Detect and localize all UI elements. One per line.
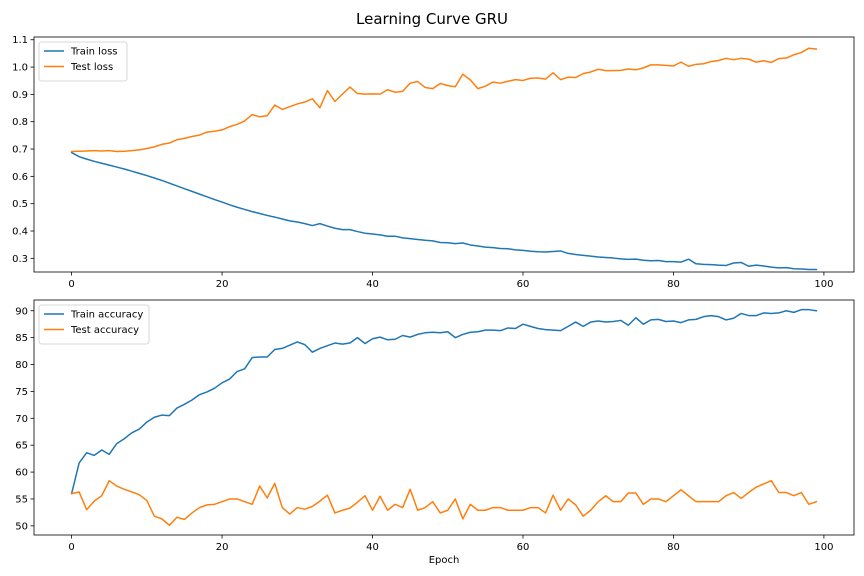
- loss-x-tick-label: 80: [667, 279, 680, 290]
- loss-y-tick-label: 0.6: [12, 172, 28, 183]
- loss-y-tick-label: 1.0: [12, 63, 28, 74]
- accuracy-series-train-accuracy: [70, 308, 818, 495]
- loss-series-test-loss: [70, 47, 818, 153]
- loss-y-tick-label: 0.3: [12, 254, 28, 265]
- accuracy-legend-box: [38, 304, 150, 345]
- accuracy-x-tick-label: 0: [68, 542, 74, 553]
- loss-legend: Train loss Test loss: [38, 41, 128, 82]
- accuracy-y-tick-label: 90: [15, 306, 28, 317]
- loss-legend-label: Test loss: [70, 62, 113, 73]
- accuracy-y-tick-label: 65: [15, 441, 28, 452]
- accuracy-y-tick-label: 50: [15, 521, 28, 532]
- accuracy-y-tick-label: 85: [15, 333, 28, 344]
- accuracy-chart-panel: 0 20 40 60 80 100 50 55 60 65 70 75 80 85 90 Epoch Train…: [15, 299, 855, 566]
- accuracy-x-axis-label: Epoch: [429, 555, 460, 566]
- figure-title: Learning Curve GRU: [356, 10, 508, 28]
- accuracy-y-tick-label: 60: [15, 468, 28, 479]
- loss-legend-label: Train loss: [70, 47, 118, 58]
- accuracy-y-tick-label: 80: [15, 360, 28, 371]
- loss-x-tick-label: 20: [216, 279, 229, 290]
- loss-x-tick-label: 40: [366, 279, 379, 290]
- accuracy-x-tick-label: 40: [366, 542, 379, 553]
- loss-y-tick-label: 0.5: [12, 199, 28, 210]
- accuracy-series-test-accuracy: [70, 479, 818, 527]
- loss-x-tick-label: 60: [517, 279, 530, 290]
- accuracy-x-tick-label: 60: [517, 542, 530, 553]
- loss-y-tick-label: 0.9: [12, 90, 28, 101]
- accuracy-y-tick-label: 75: [15, 387, 28, 398]
- loss-y-tick-label: 0.4: [12, 227, 28, 238]
- accuracy-y-tick-label: 55: [15, 494, 28, 505]
- loss-x-tick-label: 0: [68, 279, 74, 290]
- accuracy-legend: Train accuracy Test accuracy: [38, 304, 150, 345]
- loss-y-tick-label: 0.8: [12, 117, 28, 128]
- accuracy-legend-label: Train accuracy: [70, 310, 143, 321]
- accuracy-legend-label: Test accuracy: [70, 325, 139, 336]
- accuracy-x-tick-label: 20: [216, 542, 229, 553]
- loss-chart-panel: 0 20 40 60 80 100 0.3 0.4 0.5 0.6 0.7 0.8 0.9 1.0 1.1 T…: [12, 35, 855, 290]
- loss-y-tick-label: 1.1: [12, 35, 28, 46]
- accuracy-x-tick-label: 100: [814, 542, 833, 553]
- loss-y-tick-label: 0.7: [12, 145, 28, 156]
- accuracy-x-tick-label: 80: [667, 542, 680, 553]
- loss-x-tick-label: 100: [814, 279, 833, 290]
- loss-series-train-loss: [70, 151, 818, 271]
- accuracy-y-tick-label: 70: [15, 414, 28, 425]
- loss-axes-frame: [33, 36, 855, 273]
- accuracy-axes-frame: [33, 299, 855, 536]
